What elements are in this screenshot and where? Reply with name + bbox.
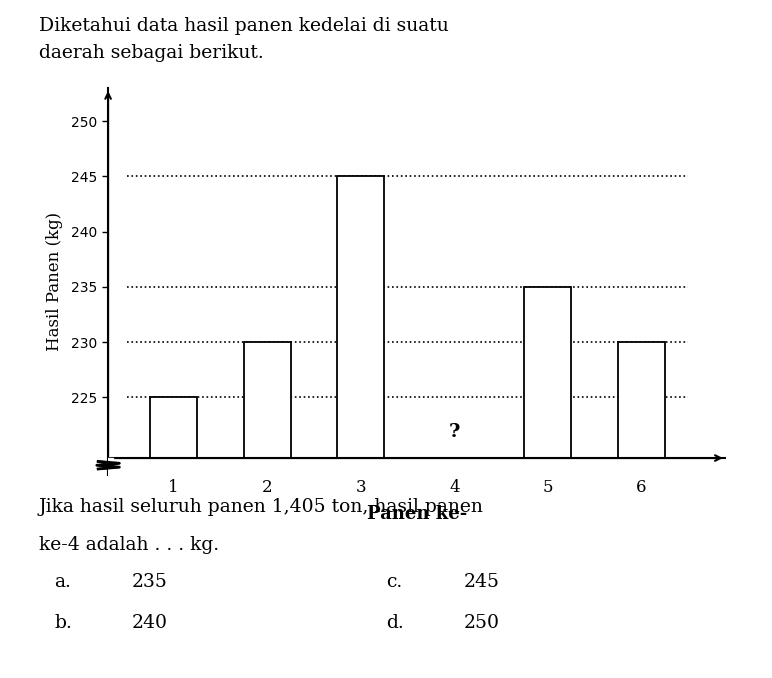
- Bar: [618, 342, 665, 458]
- Text: 235: 235: [131, 573, 167, 591]
- Text: 240: 240: [131, 614, 168, 632]
- Text: Diketahui data hasil panen kedelai di suatu: Diketahui data hasil panen kedelai di su…: [39, 17, 449, 35]
- Bar: [151, 397, 197, 458]
- Text: ?: ?: [449, 424, 460, 441]
- Y-axis label: Hasil Panen (kg): Hasil Panen (kg): [46, 212, 63, 351]
- Text: 245: 245: [463, 573, 499, 591]
- Bar: [524, 287, 571, 458]
- Text: ke-4 adalah . . . kg.: ke-4 adalah . . . kg.: [39, 536, 218, 554]
- Bar: [337, 176, 384, 458]
- X-axis label: Panen ke-: Panen ke-: [367, 505, 467, 523]
- Text: b.: b.: [54, 614, 72, 632]
- Text: daerah sebagai berikut.: daerah sebagai berikut.: [39, 44, 263, 62]
- Text: 250: 250: [463, 614, 499, 632]
- Text: Jika hasil seluruh panen 1,405 ton, hasil panen: Jika hasil seluruh panen 1,405 ton, hasi…: [39, 498, 483, 517]
- Bar: [244, 342, 290, 458]
- Text: a.: a.: [54, 573, 71, 591]
- Text: d.: d.: [386, 614, 404, 632]
- Text: c.: c.: [386, 573, 402, 591]
